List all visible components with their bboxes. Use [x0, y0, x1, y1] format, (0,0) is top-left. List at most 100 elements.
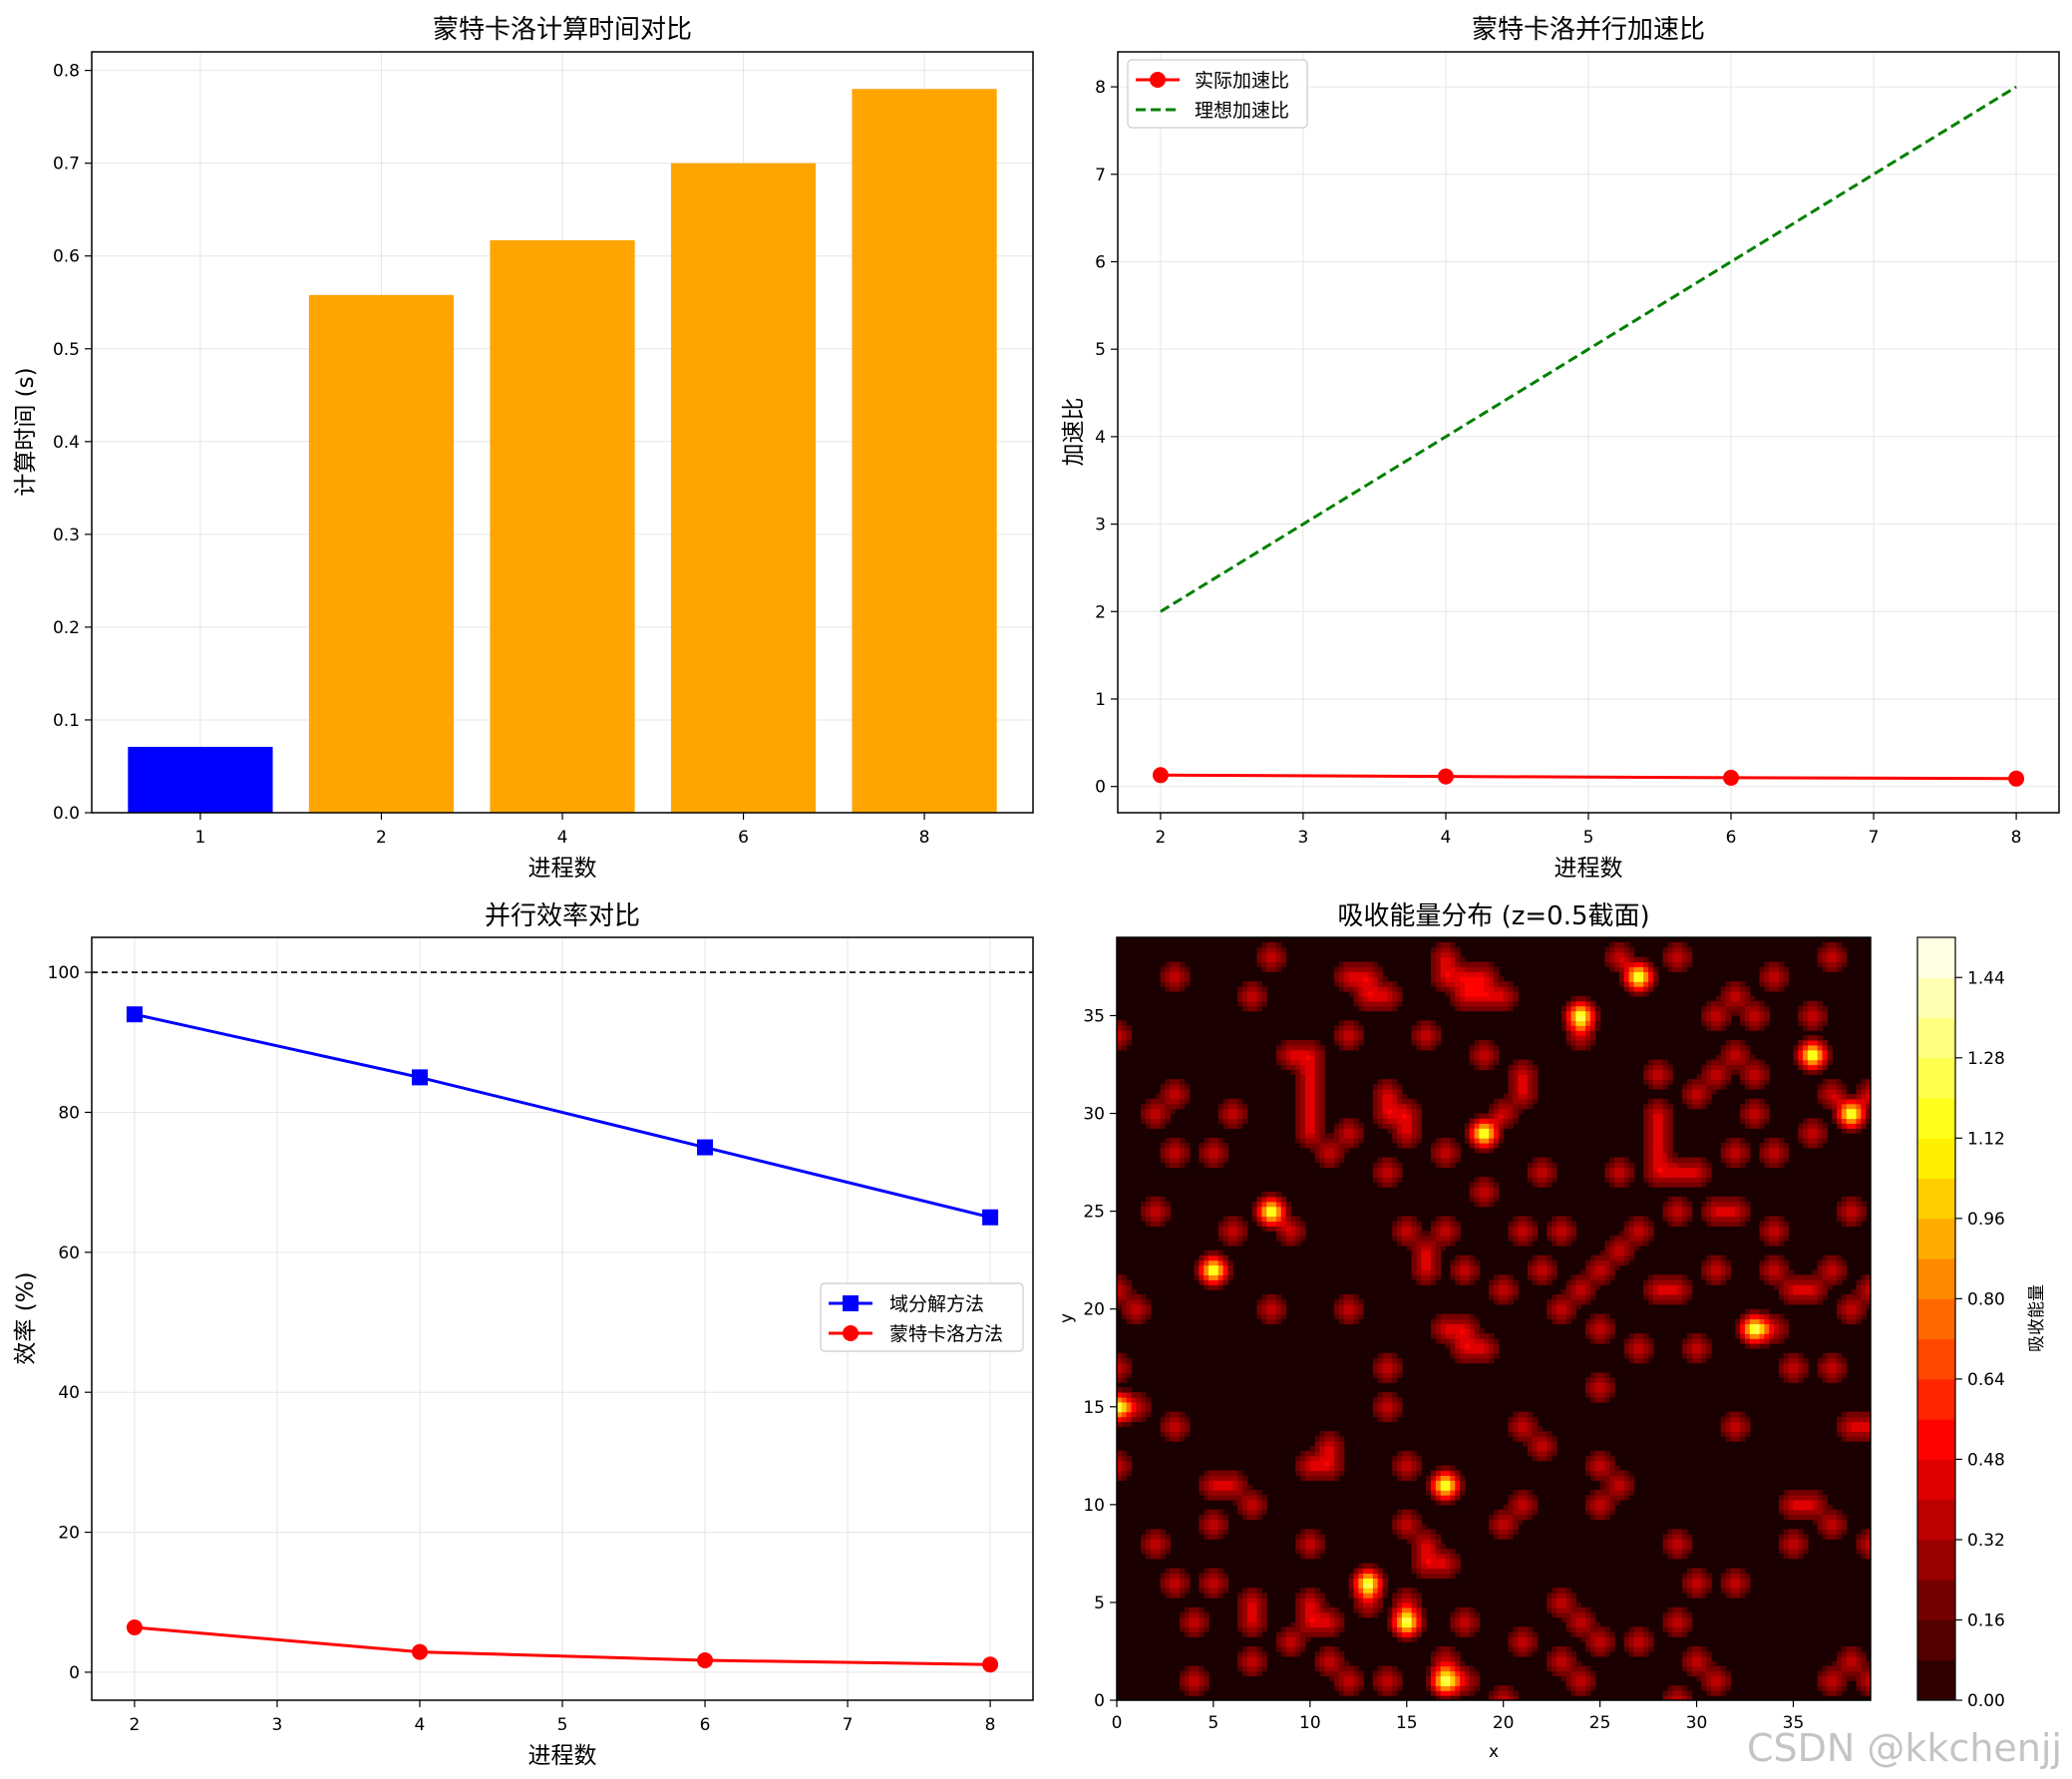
heatmap-cell [1358, 1568, 1364, 1575]
heatmap-cell [1570, 1025, 1576, 1031]
y-tick-label: 4 [1095, 428, 1106, 448]
heatmap-cell [1199, 1670, 1205, 1677]
heatmap-cell [1589, 1650, 1596, 1657]
heatmap-cell [1237, 1665, 1243, 1672]
heatmap-cell [1464, 995, 1471, 1002]
heatmap-cell [1411, 1563, 1418, 1570]
heatmap-cell [1295, 1621, 1301, 1628]
heatmap-cell [1523, 1093, 1529, 1100]
heatmap-cell [1450, 1138, 1456, 1144]
heatmap-cell [1450, 1259, 1456, 1266]
heatmap-cell [1677, 1548, 1683, 1555]
heatmap-cell [1117, 1470, 1123, 1477]
heatmap-cell [1431, 971, 1437, 977]
heatmap-cell [1363, 971, 1369, 977]
heatmap-cell [1623, 971, 1630, 977]
heatmap-cell [1261, 1196, 1267, 1203]
heatmap-cell [1614, 1162, 1620, 1169]
heatmap-cell [1682, 951, 1688, 958]
heatmap-cell [1560, 1601, 1567, 1608]
heatmap-cell [1237, 1504, 1243, 1511]
heatmap-cell [1682, 1274, 1688, 1280]
heatmap-cell [1261, 1211, 1267, 1218]
heatmap-cell [1387, 1093, 1393, 1100]
heatmap-cell [1314, 1660, 1321, 1667]
heatmap-cell [1662, 1113, 1669, 1120]
heatmap-cell [1580, 1665, 1586, 1672]
heatmap-cell [1295, 1465, 1301, 1472]
heatmap-cell [1455, 1259, 1461, 1266]
heatmap-cell [1662, 1216, 1669, 1223]
heatmap-cell [1329, 1626, 1335, 1632]
heatmap-cell [1570, 1621, 1576, 1628]
x-axis-label: 进程数 [528, 1743, 597, 1769]
heatmap-cell [1445, 990, 1451, 997]
heatmap-cell [1552, 1611, 1557, 1618]
heatmap-cell [1117, 1392, 1123, 1398]
heatmap-cell [1227, 1485, 1233, 1491]
heatmap-cell [1209, 1588, 1214, 1594]
heatmap-cell [1652, 1279, 1659, 1285]
heatmap-cell [1474, 1123, 1481, 1129]
heatmap-cell [1175, 1157, 1181, 1164]
heatmap-cell [1382, 990, 1388, 997]
heatmap-cell [1440, 1313, 1447, 1320]
heatmap-cell [1706, 1655, 1712, 1662]
heatmap-cell [1314, 1113, 1321, 1120]
heatmap-cell [1614, 1167, 1620, 1173]
heatmap-cell [1440, 951, 1447, 958]
heatmap-cell [1146, 1396, 1152, 1403]
heatmap-cell [1556, 1670, 1562, 1677]
heatmap-cell [1474, 1005, 1481, 1012]
heatmap-cell [1720, 1206, 1727, 1213]
heatmap-cell [1652, 1059, 1659, 1066]
heatmap-cell [1604, 1460, 1610, 1467]
heatmap-cell [1547, 1598, 1553, 1603]
heatmap-cell [1706, 1172, 1712, 1178]
heatmap-cell [1170, 1079, 1176, 1085]
heatmap-cell [1662, 1157, 1669, 1164]
heatmap-cell [1464, 1611, 1471, 1618]
heatmap-cell [1256, 1514, 1262, 1521]
heatmap-cell [1377, 1601, 1384, 1608]
heatmap-cell [1305, 1064, 1311, 1070]
heatmap-cell [1353, 1133, 1359, 1139]
heatmap-cell [1121, 1372, 1128, 1378]
heatmap-cell [1619, 1245, 1625, 1251]
heatmap-cell [1358, 1123, 1364, 1129]
heatmap-cell [1599, 1259, 1606, 1266]
heatmap-cell [1570, 1010, 1576, 1017]
heatmap-cell [1696, 1162, 1702, 1169]
heatmap-cell [1121, 1357, 1128, 1364]
heatmap-cell [1585, 1015, 1591, 1021]
heatmap-cell [1711, 1264, 1717, 1271]
heatmap-cell [1353, 1118, 1359, 1124]
heatmap-cell [1314, 1548, 1321, 1555]
heatmap-cell [1266, 1211, 1272, 1218]
heatmap-cell [1701, 1098, 1707, 1105]
heatmap-cell [1160, 966, 1167, 972]
heatmap-cell [1464, 1621, 1471, 1628]
heatmap-cell [1589, 1675, 1596, 1681]
heatmap-cell [1479, 1192, 1485, 1198]
heatmap-cell [1623, 1231, 1630, 1237]
heatmap-cell [1319, 1465, 1325, 1472]
heatmap-cell [1585, 1670, 1591, 1677]
heatmap-cell [1170, 1426, 1176, 1432]
heatmap-cell [1547, 1236, 1553, 1242]
heatmap-cell [1701, 1089, 1707, 1095]
heatmap-cell [1290, 1049, 1296, 1056]
heatmap-cell [1141, 1548, 1147, 1555]
heatmap-cell [1628, 1490, 1635, 1496]
heatmap-cell [1609, 1323, 1615, 1329]
heatmap-cell [1411, 1025, 1418, 1031]
heatmap-cell [1547, 1279, 1553, 1285]
heatmap-cell [1686, 1093, 1693, 1100]
heatmap-cell [1237, 986, 1243, 992]
heatmap-cell [1121, 1362, 1128, 1369]
heatmap-cell [1474, 1118, 1481, 1124]
heatmap-cell [1662, 1069, 1669, 1075]
heatmap-cell [1392, 1231, 1398, 1237]
heatmap-cell [1251, 1504, 1258, 1511]
heatmap-cell [1455, 1553, 1461, 1560]
